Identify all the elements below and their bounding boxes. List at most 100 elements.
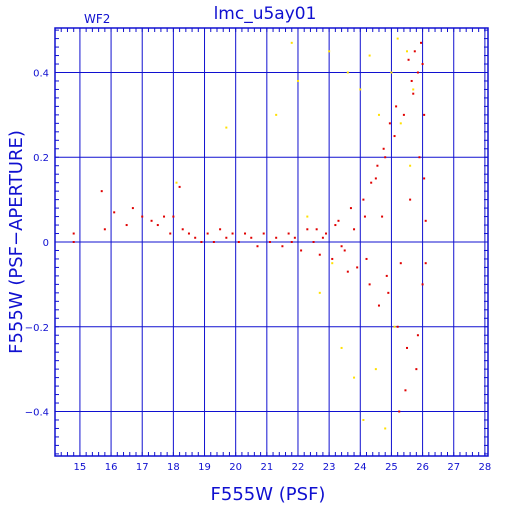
scatter-point-series-0 [194, 236, 197, 239]
scatter-point-series-0 [125, 224, 128, 227]
scatter-point-series-1 [384, 427, 387, 430]
scatter-point-series-0 [424, 262, 427, 265]
scatter-point-series-0 [363, 215, 366, 218]
scatter-point-series-0 [290, 241, 293, 243]
scatter-point-series-1 [399, 122, 402, 125]
scatter-point-series-1 [331, 262, 334, 265]
scatter-point-series-0 [300, 249, 303, 252]
scatter-point-series-1 [296, 79, 299, 82]
scatter-point-series-1 [306, 215, 309, 218]
scatter-point-series-1 [368, 54, 371, 57]
scatter-point-series-0 [346, 270, 349, 273]
x-tick-label: 17 [136, 462, 149, 473]
scatter-point-series-0 [318, 253, 321, 256]
y-tick-label: 0.2 [33, 153, 49, 164]
scatter-point-series-0 [418, 156, 421, 159]
scatter-point-series-0 [368, 283, 371, 286]
scatter-point-series-0 [72, 241, 75, 243]
x-axis-label: F555W (PSF) [211, 484, 326, 505]
scatter-point-series-0 [141, 215, 144, 218]
scatter-point-series-0 [362, 198, 365, 201]
scatter-point-series-1 [362, 418, 365, 421]
scatter-point-series-1 [374, 368, 377, 371]
scatter-point-series-0 [181, 228, 184, 231]
scatter-point-series-1 [377, 113, 380, 116]
scatter-point-series-0 [163, 215, 166, 218]
scatter-point-series-0 [306, 228, 309, 231]
scatter-point-series-0 [321, 236, 324, 239]
x-tick-label: 18 [167, 462, 180, 473]
scatter-point-series-0 [415, 368, 418, 371]
y-tick-label: 0.4 [33, 68, 49, 79]
scatter-point-series-0 [388, 122, 391, 125]
scatter-point-series-1 [412, 88, 415, 91]
scatter-point-series-1 [353, 376, 356, 379]
scatter-point-series-0 [406, 346, 409, 349]
y-axis-label: F555W (PSF−APERTURE) [6, 130, 27, 354]
scatter-point-series-0 [395, 105, 398, 108]
scatter-point-series-1 [290, 41, 293, 44]
x-tick-label: 16 [105, 462, 118, 473]
scatter-point-series-0 [262, 232, 265, 235]
scatter-point-series-0 [384, 156, 387, 159]
scatter-point-series-0 [131, 207, 134, 210]
scatter-point-series-0 [377, 304, 380, 307]
scatter-point-series-0 [412, 92, 415, 95]
scatter-point-series-0 [231, 232, 234, 235]
tick-labels: 15 16 17 18 19 20 21 22 23 24 25 26 27 28 −0.4 −0.2 0 0.2… [25, 68, 492, 473]
scatter-point-series-0 [206, 232, 209, 235]
scatter-point-series-0 [398, 410, 401, 413]
scatter-point-series-0 [421, 283, 424, 286]
chart-title: lmc_u5ay01 [214, 4, 317, 24]
x-tick-label: 25 [385, 462, 398, 473]
scatter-point-series-0 [404, 389, 407, 392]
scatter-point-series-0 [287, 232, 290, 235]
scatter-point-series-0 [356, 266, 359, 269]
x-tick-label: 24 [354, 462, 367, 473]
scatter-point-series-0 [72, 232, 75, 235]
scatter-point-series-0 [396, 325, 399, 328]
scatter-point-series-0 [200, 241, 203, 243]
scatter-point-series-0 [407, 58, 410, 61]
scatter-point-series-0 [381, 215, 384, 218]
scatter-point-series-0 [382, 147, 385, 150]
scatter-point-series-0 [374, 177, 377, 180]
scatter-point-series-0 [178, 185, 181, 188]
scatter-point-series-0 [169, 232, 172, 235]
scatter-point-series-0 [312, 241, 315, 243]
scatter-point-series-0 [416, 334, 419, 337]
scatter-point-series-0 [237, 241, 240, 243]
y-tick-label: −0.2 [25, 323, 49, 334]
scatter-point-series-0 [325, 232, 328, 235]
x-tick-label: 23 [323, 462, 336, 473]
scatter-points [72, 37, 427, 430]
scatter-point-series-1 [393, 325, 396, 328]
scatter-point-series-1 [406, 50, 409, 53]
scatter-point-series-0 [156, 224, 159, 227]
scatter-point-series-0 [281, 245, 284, 248]
scatter-point-series-0 [424, 219, 427, 222]
scatter-point-series-0 [150, 219, 153, 222]
scatter-point-series-0 [334, 224, 337, 227]
scatter-point-series-0 [423, 113, 426, 116]
y-tick-label: 0 [43, 238, 49, 249]
x-tick-label: 22 [292, 462, 305, 473]
scatter-point-series-0 [337, 219, 340, 222]
scatter-point-series-0 [420, 41, 423, 44]
y-tick-label: −0.4 [25, 408, 49, 419]
scatter-point-series-0 [331, 257, 334, 260]
scatter-point-series-0 [103, 228, 106, 231]
scatter-point-series-1 [225, 126, 228, 129]
scatter-point-series-0 [349, 207, 352, 210]
scatter-point-series-0 [365, 257, 368, 260]
scatter-point-series-0 [409, 198, 412, 201]
scatter-point-series-0 [100, 190, 103, 193]
scatter-point-series-1 [340, 346, 343, 349]
scatter-point-series-1 [409, 164, 412, 167]
scatter-point-series-1 [175, 181, 178, 184]
scatter-point-series-0 [275, 236, 278, 239]
scatter-point-series-0 [250, 236, 253, 239]
scatter-point-series-1 [390, 71, 393, 74]
scatter-point-series-0 [393, 135, 396, 138]
